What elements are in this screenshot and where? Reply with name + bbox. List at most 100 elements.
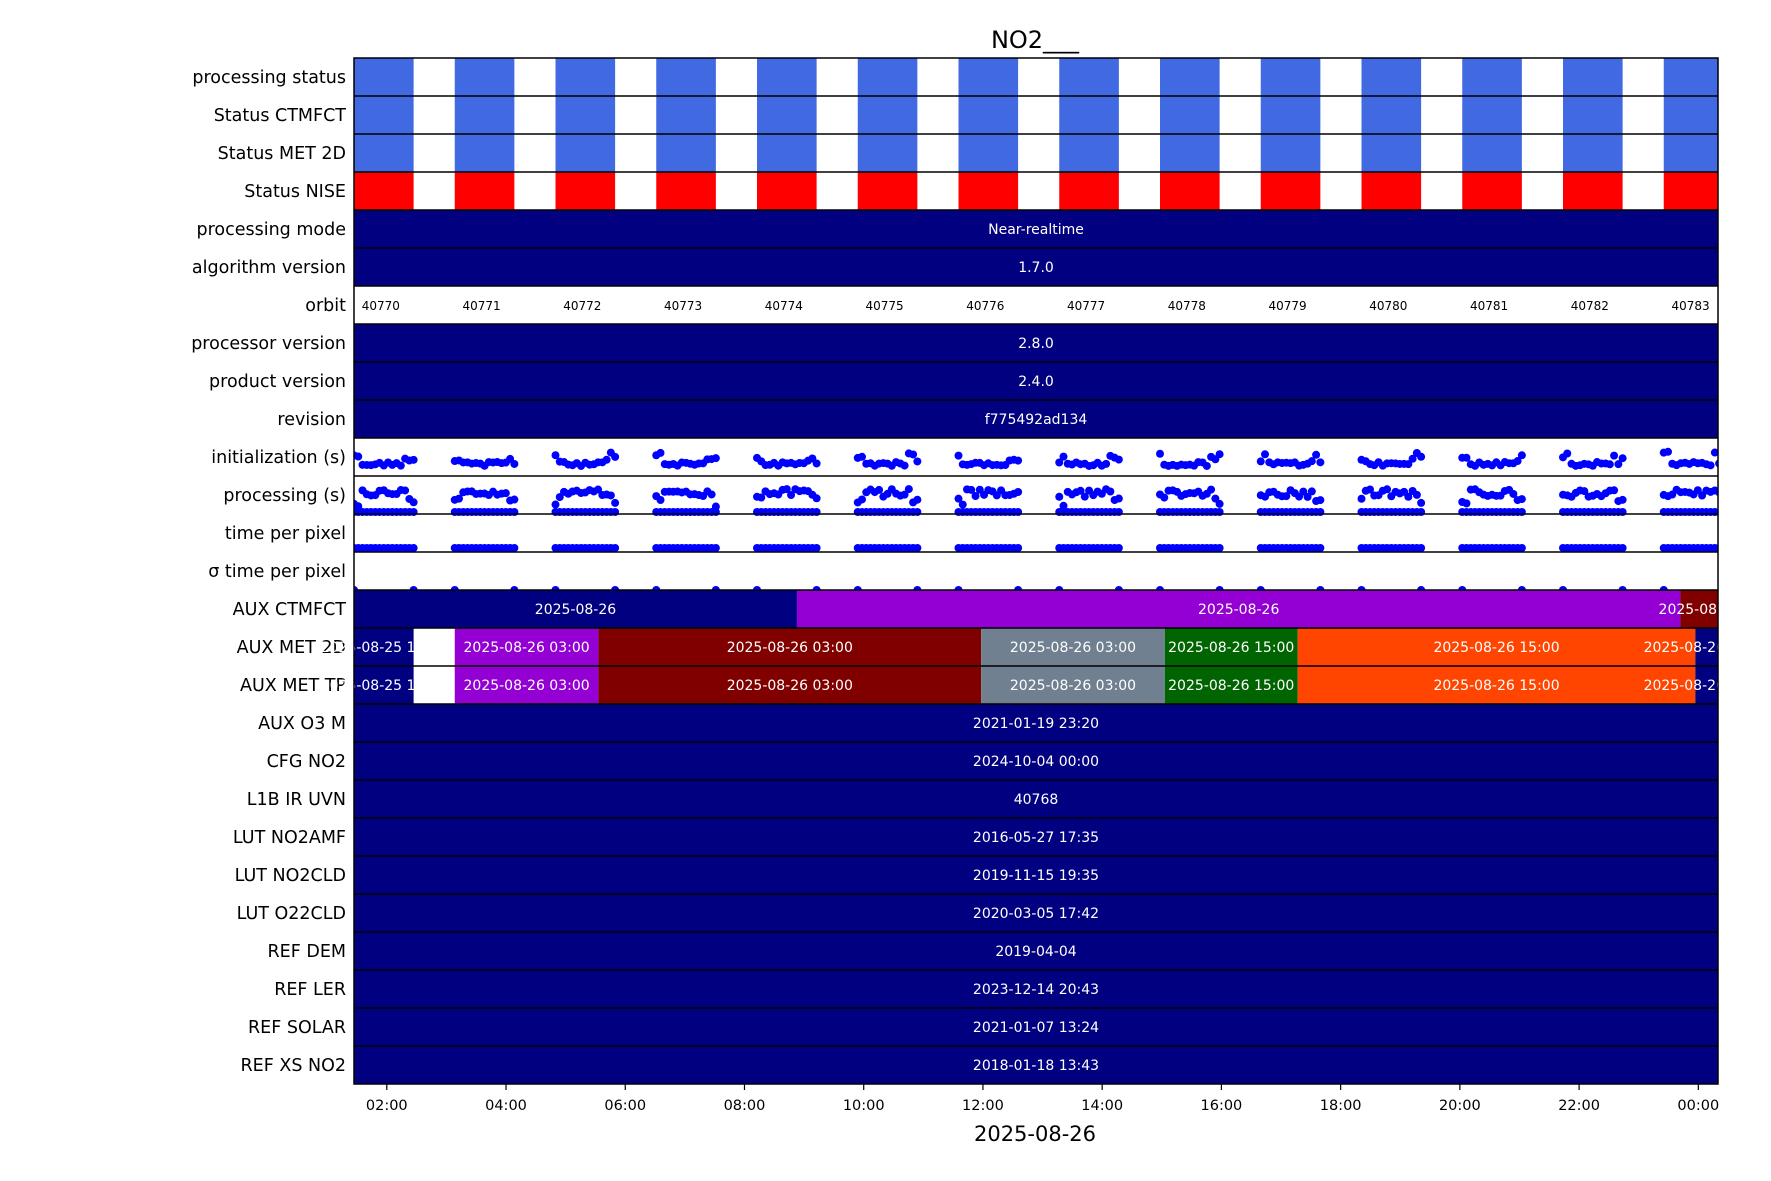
scatter-clip-group	[354, 447, 1718, 594]
row-label-processing-mode: processing mode	[196, 220, 346, 240]
scatter-point-sigma-40776	[1014, 544, 1023, 552]
segment-label-aux-met-2d-1: 2025-08-26 03:00	[464, 640, 590, 656]
status-cell-processing-status-40782	[1563, 58, 1623, 96]
scatter-point-proc-40770	[354, 502, 363, 511]
scatter-point-init-40770	[409, 455, 418, 464]
scatter-point-tpp-40777	[1114, 508, 1123, 516]
scatter-point-proc-40774	[782, 485, 791, 494]
bar-revision	[354, 400, 1718, 438]
scatter-point-init-40779	[1261, 450, 1270, 459]
status-cell-status-nise-40777	[1059, 172, 1119, 210]
segment-aux-met-tp-0	[354, 666, 414, 704]
status-cell-status-ctmfct-40779	[1260, 96, 1321, 134]
scatter-point-init-40780	[1408, 454, 1417, 463]
status-cell-status-met-2d-40779	[1260, 134, 1321, 172]
bar-label-product-version: 2.4.0	[1018, 374, 1054, 390]
segment-aux-met-tp-2	[598, 666, 982, 704]
segment-label-aux-met-2d-2: 2025-08-26 03:00	[727, 640, 853, 656]
x-tick-label-0400: 04:00	[485, 1098, 527, 1114]
segment-label-aux-met-tp-4: 2025-08-26 15:00	[1168, 678, 1294, 694]
scatter-point-init-40781	[1513, 457, 1522, 466]
bar-label-lut-no2amf: 2016-05-27 17:35	[973, 830, 1099, 846]
segment-label-aux-met-2d-3: 2025-08-26 03:00	[1010, 640, 1136, 656]
row-label-cfg-no2: CFG NO2	[267, 752, 346, 772]
status-cell-status-ctmfct-40770	[354, 96, 414, 134]
scatter-point-proc-40771	[510, 495, 519, 504]
scatter-point-init-40782	[1614, 460, 1623, 469]
scatter-point-init-40778	[1156, 449, 1164, 458]
x-tick-label-2200: 22:00	[1558, 1098, 1600, 1114]
scatter-point-tpp-40771	[510, 508, 519, 516]
x-tick-label-1400: 14:00	[1081, 1098, 1123, 1114]
row-label-time-per-pixel: time per pixel	[225, 524, 346, 544]
status-cell-status-ctmfct-40783	[1663, 96, 1718, 134]
status-cell-status-ctmfct-40771	[454, 96, 515, 134]
row-label-initialization-s: initialization (s)	[211, 448, 346, 468]
status-cell-processing-status-40781	[1462, 58, 1522, 96]
scatter-point-tpp-40770	[409, 508, 418, 516]
status-cell-status-nise-40779	[1260, 172, 1321, 210]
row-label-lut-o22cld: LUT O22CLD	[237, 904, 346, 924]
row-label-processing-s: processing (s)	[223, 486, 346, 506]
x-tick-label-1000: 10:00	[843, 1098, 885, 1114]
scatter-point-init-40775	[900, 461, 909, 470]
status-cell-processing-status-40783	[1663, 58, 1718, 96]
scatter-point-sigma-40780	[1417, 544, 1426, 552]
scatter-point-tpp-40783	[1715, 508, 1718, 516]
scatter-point-proc-40772	[606, 491, 615, 500]
scatter-point-sigma-40774	[812, 544, 821, 552]
scatter-point-proc-40779	[1299, 487, 1308, 496]
scatter-point-proc-40778	[1211, 494, 1220, 503]
orbit-label-40773: 40773	[664, 299, 702, 313]
scatter-point-init-40778	[1215, 450, 1224, 459]
scatter-point-proc-40777	[1055, 492, 1064, 501]
scatter-point-proc-40778	[1160, 493, 1169, 502]
x-tick-label-1800: 18:00	[1320, 1098, 1362, 1114]
scatter-point-proc-40780	[1357, 494, 1366, 503]
scatter-point-sigma-40770	[409, 544, 418, 552]
scatter-point-proc-40777	[1080, 492, 1089, 501]
scatter-point-init-40781	[1462, 453, 1471, 462]
scatter-point-tpp-40780	[1417, 508, 1426, 516]
orbit-label-40782: 40782	[1571, 299, 1609, 313]
scatter-point-proc-40771	[455, 494, 464, 503]
status-cell-status-nise-40781	[1462, 172, 1522, 210]
bar-label-ref-dem: 2019-04-04	[995, 944, 1076, 960]
orbit-label-40778: 40778	[1168, 299, 1206, 313]
scatter-point-init-40777	[1059, 452, 1068, 461]
status-cell-processing-status-40778	[1160, 58, 1220, 96]
scatter-point-tpp-40782	[1618, 508, 1627, 516]
row-label-l1b-ir-uvn: L1B IR UVN	[247, 790, 346, 810]
segment-label-aux-met-tp-3: 2025-08-26 03:00	[1010, 678, 1136, 694]
segment-label-aux-met-2d-4: 2025-08-26 15:00	[1168, 640, 1294, 656]
segment-clip-group	[354, 590, 1718, 704]
scatter-point-sigma-40771	[510, 544, 519, 552]
scatter-point-proc-40775	[900, 490, 909, 499]
bar-cfg-no2	[354, 742, 1718, 780]
status-cell-status-ctmfct-40782	[1563, 96, 1623, 134]
bar-label-lut-no2cld: 2019-11-15 19:35	[973, 868, 1099, 884]
status-cell-status-nise-40783	[1663, 172, 1718, 210]
row-label-aux-met-2d: AUX MET 2D	[237, 638, 346, 658]
segment-aux-met-2d-3	[981, 628, 1165, 666]
status-cell-status-ctmfct-40775	[857, 96, 918, 134]
status-cell-processing-status-40771	[454, 58, 515, 96]
bar-label-cfg-no2: 2024-10-04 00:00	[973, 754, 1099, 770]
row-label-status-nise: Status NISE	[244, 182, 346, 202]
scatter-point-proc-40777	[1076, 486, 1085, 495]
orbit-label-40776: 40776	[966, 299, 1004, 313]
scatter-point-init-40772	[611, 452, 620, 461]
scatter-point-proc-40776	[958, 500, 967, 509]
row-label-aux-ctmfct: AUX CTMFCT	[233, 600, 347, 620]
bar-ref-ler	[354, 970, 1718, 1008]
status-cell-status-ctmfct-40777	[1059, 96, 1119, 134]
orbit-label-40775: 40775	[865, 299, 903, 313]
bar-label-ref-xs-no2: 2018-01-18 13:43	[973, 1058, 1099, 1074]
scatter-point-proc-40780	[1366, 485, 1375, 494]
scatter-point-init-40782	[1563, 449, 1572, 458]
scatter-point-init-40774	[812, 459, 821, 468]
scatter-point-proc-40781	[1509, 489, 1518, 498]
scatter-point-tpp-40775	[913, 508, 922, 516]
status-cell-processing-status-40775	[857, 58, 918, 96]
orbit-label-40770: 40770	[362, 299, 400, 313]
